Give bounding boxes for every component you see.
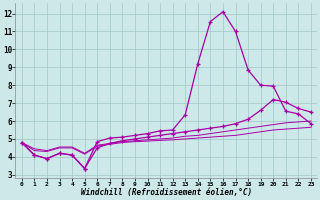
X-axis label: Windchill (Refroidissement éolien,°C): Windchill (Refroidissement éolien,°C) xyxy=(81,188,252,197)
